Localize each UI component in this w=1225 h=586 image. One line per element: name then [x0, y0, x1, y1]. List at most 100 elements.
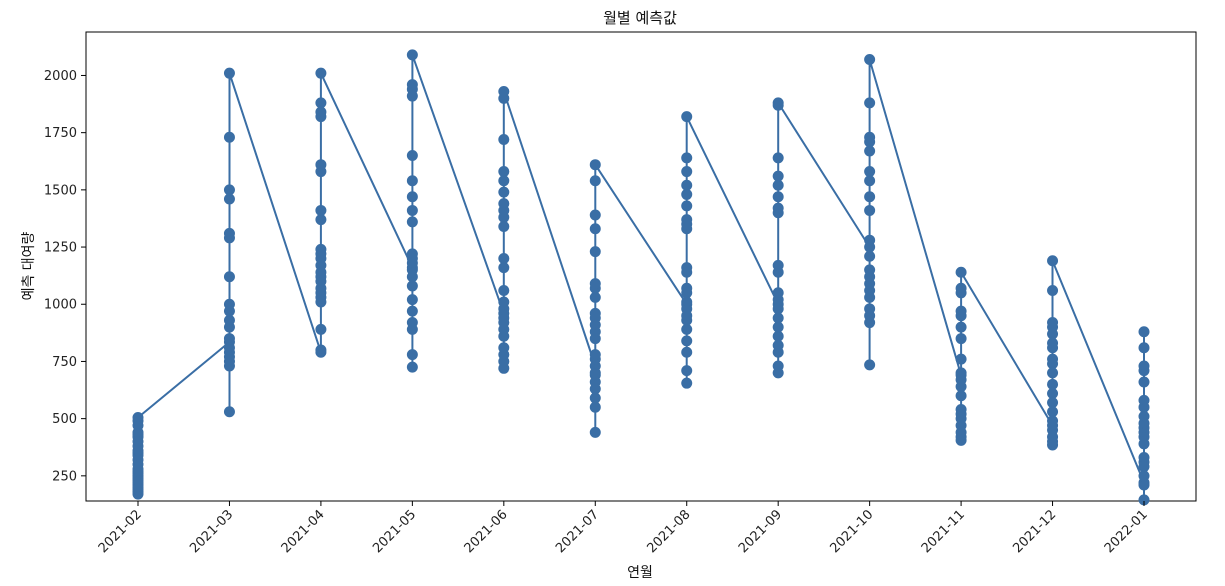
data-point [864, 191, 876, 203]
data-point [772, 312, 784, 324]
y-tick-label: 1250 [44, 241, 77, 256]
data-point [589, 367, 601, 379]
data-point [406, 191, 418, 203]
y-tick-label: 1750 [44, 126, 77, 141]
data-point [498, 220, 510, 232]
data-point [498, 342, 510, 354]
data-point [498, 296, 510, 308]
data-point [681, 377, 693, 389]
data-point [1047, 415, 1059, 427]
data-point [864, 264, 876, 276]
data-point [498, 262, 510, 274]
data-point [864, 97, 876, 109]
data-point [864, 234, 876, 246]
data-point [681, 262, 693, 274]
y-axis: 250 500 750 1000 1250 1500 1750 2000 [44, 69, 86, 484]
data-point [772, 152, 784, 164]
data-point [1138, 342, 1150, 354]
data-marks [132, 49, 1150, 506]
y-tick-label: 750 [52, 355, 77, 370]
data-point [406, 305, 418, 317]
chart-title: 월별 예측값 [603, 9, 677, 27]
x-axis-title: 연월 [627, 565, 653, 581]
data-point [681, 152, 693, 164]
data-point [406, 216, 418, 228]
data-point [223, 227, 235, 239]
data-point [315, 67, 327, 79]
data-point [772, 259, 784, 271]
data-point [864, 166, 876, 178]
data-point [864, 359, 876, 371]
data-point [681, 346, 693, 358]
data-point [955, 353, 967, 365]
data-point [315, 323, 327, 335]
data-point [955, 321, 967, 333]
data-point [772, 339, 784, 351]
data-point [1138, 470, 1150, 482]
data-point [1047, 378, 1059, 390]
data-point [315, 106, 327, 118]
data-point [1047, 387, 1059, 399]
data-point [1047, 367, 1059, 379]
data-point [498, 134, 510, 146]
x-tick-label: 2021-04 [279, 507, 328, 556]
x-tick-label: 2021-03 [187, 507, 236, 556]
data-point [498, 252, 510, 264]
x-tick-label: 2021-12 [1010, 507, 1059, 556]
data-point [223, 193, 235, 205]
data-point [1138, 360, 1150, 372]
data-point [955, 333, 967, 345]
data-point [772, 202, 784, 214]
y-tick-label: 500 [52, 412, 77, 427]
x-tick-label: 2021-09 [736, 507, 785, 556]
data-point [772, 179, 784, 191]
x-tick-label: 2021-07 [553, 507, 602, 556]
y-axis-title: 예측 대여량 [21, 231, 37, 300]
data-point [681, 282, 693, 294]
data-point [864, 204, 876, 216]
x-tick-label: 2021-02 [96, 507, 145, 556]
data-point [681, 365, 693, 377]
data-point [589, 426, 601, 438]
data-point [1047, 406, 1059, 418]
data-point [589, 401, 601, 413]
data-point [315, 214, 327, 226]
data-point [589, 223, 601, 235]
data-point [772, 97, 784, 109]
data-point [772, 330, 784, 342]
data-point [681, 296, 693, 308]
x-tick-label: 2021-10 [827, 507, 876, 556]
data-point [223, 406, 235, 418]
data-point [955, 305, 967, 317]
data-point [498, 186, 510, 198]
data-point [406, 49, 418, 61]
data-point [498, 312, 510, 324]
data-point [589, 175, 601, 187]
data-point [406, 317, 418, 329]
data-point [315, 97, 327, 109]
data-point [406, 294, 418, 306]
data-point [955, 403, 967, 415]
data-point [1138, 410, 1150, 422]
data-point [498, 175, 510, 187]
data-point [406, 175, 418, 187]
data-point [1047, 255, 1059, 267]
data-point [223, 184, 235, 196]
data-point [223, 271, 235, 283]
data-point [1047, 317, 1059, 329]
data-point [1047, 353, 1059, 365]
data-point [864, 175, 876, 187]
data-point [772, 360, 784, 372]
y-tick-label: 2000 [44, 69, 77, 84]
data-point [772, 191, 784, 203]
data-point [498, 85, 510, 97]
data-point [223, 314, 235, 326]
data-point [223, 333, 235, 345]
data-point [132, 411, 144, 423]
data-point [589, 392, 601, 404]
data-point [223, 342, 235, 354]
data-point [223, 131, 235, 143]
data-point [1047, 285, 1059, 297]
data-point [1047, 337, 1059, 349]
